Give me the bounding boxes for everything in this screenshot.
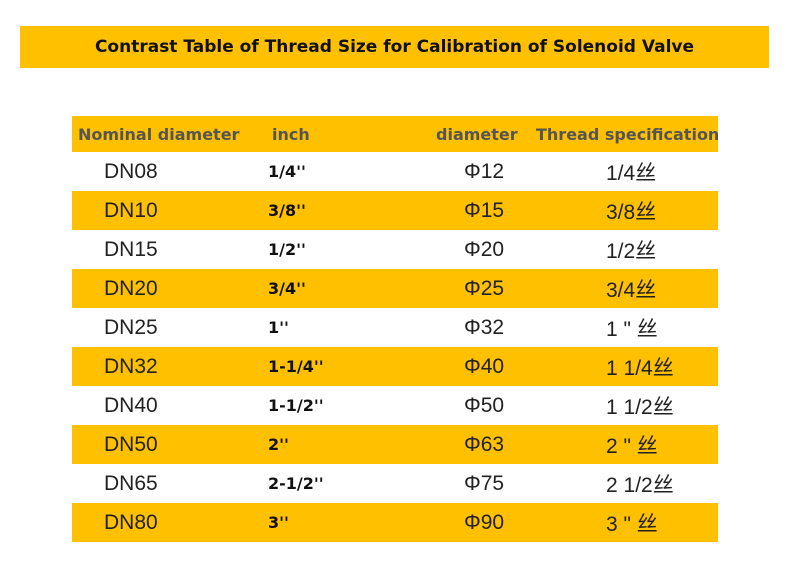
cell-diameter: Φ15 (464, 198, 505, 222)
cell-nominal: DN25 (104, 315, 158, 339)
cell-inch: 3'' (268, 513, 289, 532)
cell-inch: 1'' (268, 318, 289, 337)
cell-thread: 2 " 丝 (606, 434, 658, 458)
cell-thread: 3/8丝 (606, 200, 657, 224)
table-row: DN15 1/2'' Φ20 1/2丝 (72, 230, 718, 269)
cell-inch: 1-1/2'' (268, 396, 324, 415)
table-header: Nominal diameter inch diameter Thread sp… (72, 116, 720, 152)
table-row: DN40 1-1/2'' Φ50 1 1/2丝 (72, 386, 718, 425)
cell-diameter: Φ90 (464, 510, 505, 534)
table-row: DN20 3/4'' Φ25 3/4丝 (72, 269, 718, 308)
cell-inch: 1/4'' (268, 162, 306, 181)
cell-nominal: DN50 (104, 432, 158, 456)
table-row: DN08 1/4'' Φ12 1/4丝 (72, 152, 718, 191)
cell-thread: 1 1/4丝 (606, 356, 674, 380)
page-title: Contrast Table of Thread Size for Calibr… (94, 37, 695, 57)
cell-inch: 1/2'' (268, 240, 306, 259)
cell-diameter: Φ63 (464, 432, 505, 456)
cell-nominal: DN15 (104, 237, 158, 261)
cell-thread: 3/4丝 (606, 278, 657, 302)
cell-nominal: DN08 (104, 159, 158, 183)
cell-diameter: Φ20 (464, 237, 505, 261)
table-row: DN65 2-1/2'' Φ75 2 1/2丝 (72, 464, 718, 503)
cell-inch: 2-1/2'' (268, 474, 324, 493)
cell-inch: 2'' (268, 435, 289, 454)
header-diameter: diameter (436, 124, 518, 144)
table-row: DN10 3/8'' Φ15 3/8丝 (72, 191, 718, 230)
title-banner: Contrast Table of Thread Size for Calibr… (20, 26, 769, 68)
cell-thread: 3 " 丝 (606, 512, 658, 536)
cell-diameter: Φ75 (464, 471, 505, 495)
cell-inch: 3/4'' (268, 279, 306, 298)
cell-diameter: Φ12 (464, 159, 505, 183)
cell-nominal: DN65 (104, 471, 158, 495)
cell-inch: 1-1/4'' (268, 357, 324, 376)
header-nominal-diameter: Nominal diameter (78, 124, 240, 144)
thread-size-table: Nominal diameter inch diameter Thread sp… (72, 116, 720, 542)
table-row: DN50 2'' Φ63 2 " 丝 (72, 425, 718, 464)
cell-thread: 1 " 丝 (606, 317, 658, 341)
cell-nominal: DN20 (104, 276, 158, 300)
cell-thread: 1 1/2丝 (606, 395, 674, 419)
header-thread-specification: Thread specification (536, 124, 720, 144)
cell-diameter: Φ25 (464, 276, 505, 300)
cell-thread: 2 1/2丝 (606, 473, 674, 497)
cell-nominal: DN80 (104, 510, 158, 534)
cell-thread: 1/2丝 (606, 239, 657, 263)
table-row: DN25 1'' Φ32 1 " 丝 (72, 308, 718, 347)
cell-thread: 1/4丝 (606, 161, 657, 185)
cell-nominal: DN32 (104, 354, 158, 378)
cell-diameter: Φ40 (464, 354, 505, 378)
table-row: DN80 3'' Φ90 3 " 丝 (72, 503, 718, 542)
table-row: DN32 1-1/4'' Φ40 1 1/4丝 (72, 347, 718, 386)
cell-diameter: Φ50 (464, 393, 505, 417)
cell-diameter: Φ32 (464, 315, 505, 339)
cell-inch: 3/8'' (268, 201, 306, 220)
cell-nominal: DN10 (104, 198, 158, 222)
header-inch: inch (272, 124, 310, 144)
cell-nominal: DN40 (104, 393, 158, 417)
